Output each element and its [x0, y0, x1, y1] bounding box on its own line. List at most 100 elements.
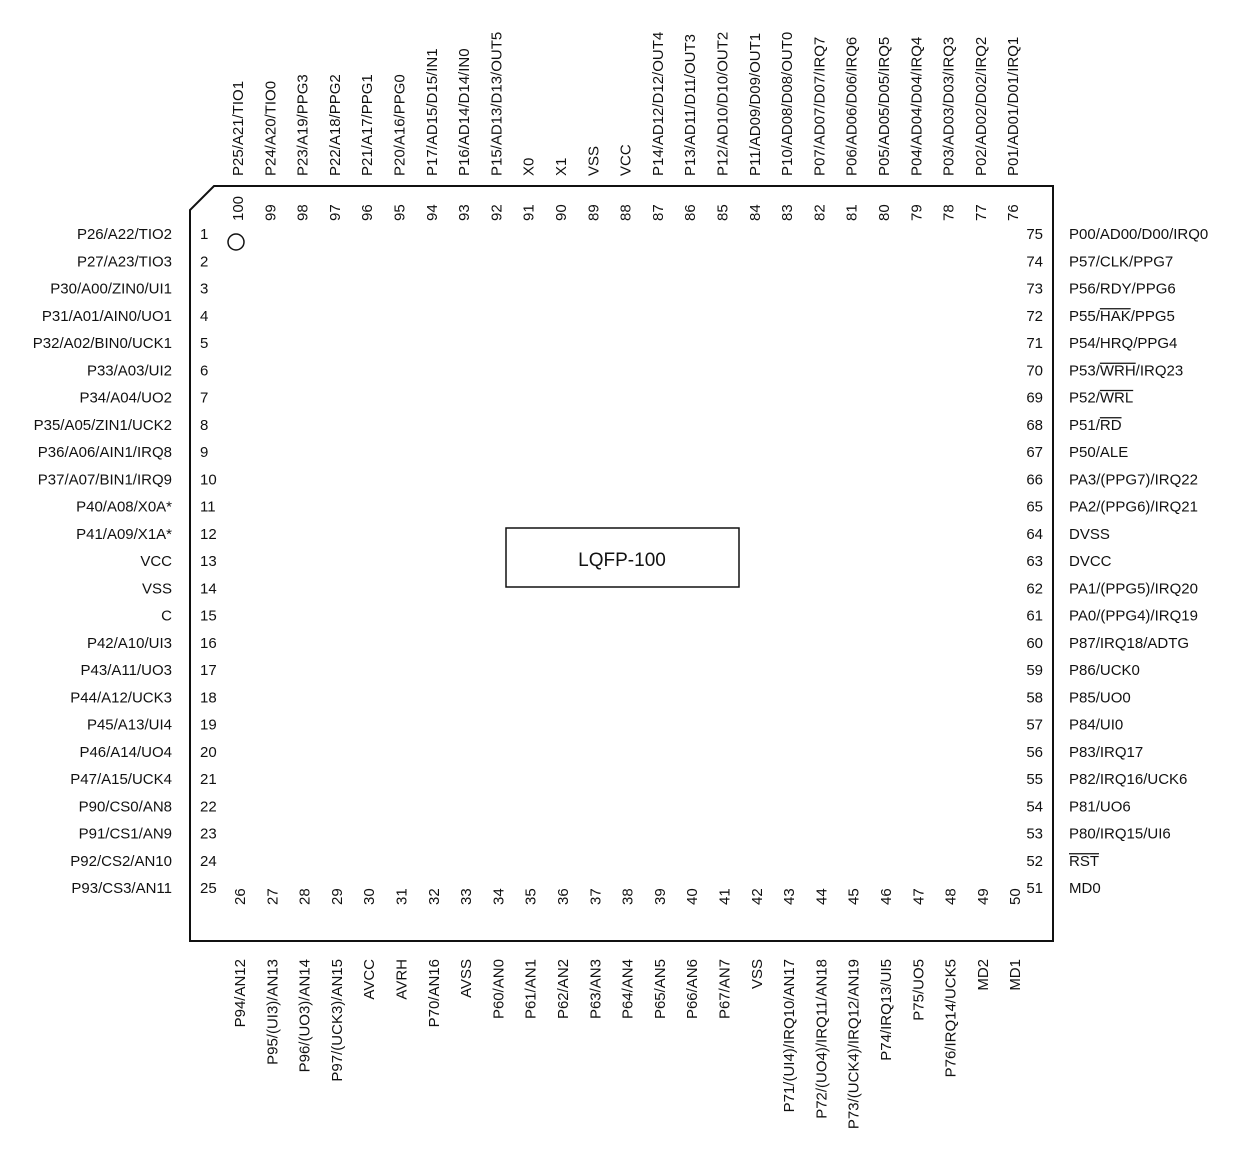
pin-number: 91	[521, 204, 538, 221]
pin-label: MD2	[975, 959, 992, 991]
pin-label: X0	[521, 158, 538, 176]
pin-label: P84/UI0	[1069, 717, 1123, 734]
pin-number: 74	[1026, 253, 1043, 270]
pin-number: 24	[200, 853, 217, 870]
pin-label: P06/AD06/D06/IRQ6	[844, 37, 861, 176]
pin-number: 77	[973, 204, 990, 221]
pin-label: VSS	[585, 146, 602, 176]
pin-number: 14	[200, 580, 217, 597]
pin-label: P12/AD10/D10/OUT2	[715, 32, 732, 176]
pin-number: 49	[975, 888, 992, 905]
pin-label: VSS	[142, 580, 172, 597]
pin-label: P13/AD11/D11/OUT3	[682, 34, 699, 176]
pin-label: P34/A04/UO2	[79, 390, 172, 407]
pin-label: P32/A02/BIN0/UCK1	[33, 335, 172, 352]
pin-number: 97	[327, 204, 344, 221]
pin-label: P00/AD00/D00/IRQ0	[1069, 226, 1208, 243]
pin-number: 10	[200, 471, 217, 488]
pin-label: MD1	[1007, 959, 1024, 991]
pin-number: 31	[394, 888, 411, 905]
pin-label: P53/WRH/IRQ23	[1069, 362, 1183, 379]
pin-label: P03/AD03/D03/IRQ3	[941, 37, 958, 176]
pin-number: 53	[1026, 826, 1043, 843]
pin-label: P75/UO5	[910, 959, 927, 1021]
pin-number: 22	[200, 798, 217, 815]
pin-number: 25	[200, 880, 217, 897]
pin-number: 83	[779, 204, 796, 221]
pin-label: PA1/(PPG5)/IRQ20	[1069, 580, 1198, 597]
pin-label: P54/HRQ/PPG4	[1069, 335, 1177, 352]
pin-number: 48	[943, 888, 960, 905]
pin-label: VCC	[140, 553, 172, 570]
pin-label: P23/A19/PPG3	[295, 74, 312, 176]
pin-label: P97/(UCK3)/AN15	[329, 959, 346, 1082]
pin-number: 44	[813, 888, 830, 905]
pin-number: 41	[717, 888, 734, 905]
pin-number: 92	[488, 204, 505, 221]
pin-label: P56/RDY/PPG6	[1069, 281, 1176, 298]
pin-label: P43/A11/UO3	[81, 662, 172, 679]
pin-label: AVRH	[394, 959, 411, 1000]
pin-label: P46/A14/UO4	[79, 744, 172, 761]
pin-label: P82/IRQ16/UCK6	[1069, 771, 1187, 788]
pin-number: 66	[1026, 471, 1043, 488]
pin-number: 94	[424, 204, 441, 221]
pin-number: 39	[652, 888, 669, 905]
pin-number: 63	[1026, 553, 1043, 570]
pin-label: PA0/(PPG4)/IRQ19	[1069, 608, 1198, 625]
pin-number: 55	[1026, 771, 1043, 788]
pin-number: 100	[230, 196, 247, 221]
pin-label: MD0	[1069, 880, 1101, 897]
pin-label: VCC	[618, 144, 635, 176]
pin-label: P76/IRQ14/UCK5	[943, 959, 960, 1077]
pin-number: 9	[200, 444, 208, 461]
pin-label: DVCC	[1069, 553, 1112, 570]
pin-number: 59	[1026, 662, 1043, 679]
pin-label: P72/(UO4)/IRQ11/AN18	[813, 959, 830, 1119]
pin-number: 80	[876, 204, 893, 221]
pin-number: 42	[749, 888, 766, 905]
pin-number: 98	[295, 204, 312, 221]
pin-label: P73/(UCK4)/IRQ12/AN19	[846, 959, 863, 1129]
pin-label: P25/A21/TIO1	[230, 81, 247, 176]
pin-number: 95	[392, 204, 409, 221]
pin-label: P36/A06/AIN1/IRQ8	[38, 444, 172, 461]
pin-number: 8	[200, 417, 208, 434]
pin-label: P94/AN12	[232, 959, 249, 1027]
pin-number: 7	[200, 390, 208, 407]
pin-number: 21	[200, 771, 217, 788]
pin-number: 11	[200, 499, 216, 516]
pin-number: 36	[555, 888, 572, 905]
pin-label: AVCC	[361, 959, 378, 1000]
pin-number: 84	[747, 204, 764, 221]
pin-label: P15/AD13/D13/OUT5	[488, 32, 505, 176]
pin-label: P20/A16/PPG0	[392, 74, 409, 176]
pin-label: P87/IRQ18/ADTG	[1069, 635, 1189, 652]
pin-number: 12	[200, 526, 217, 543]
pin-label: RST	[1069, 853, 1099, 870]
pin-label: P40/A08/X0A*	[76, 499, 172, 516]
pin-number: 52	[1026, 853, 1043, 870]
pin-label: P45/A13/UI4	[87, 717, 172, 734]
pin-number: 23	[200, 826, 217, 843]
pin-number: 43	[781, 888, 798, 905]
pin-number: 65	[1026, 499, 1043, 516]
pin-number: 86	[682, 204, 699, 221]
pin-number: 54	[1026, 798, 1043, 815]
pin-number: 46	[878, 888, 895, 905]
pin-label: P51/RD	[1069, 417, 1122, 434]
pin-label: P91/CS1/AN9	[79, 826, 172, 843]
pin-number: 93	[456, 204, 473, 221]
pin-label: P81/UO6	[1069, 798, 1131, 815]
pin-label: P90/CS0/AN8	[79, 798, 172, 815]
pin-number: 89	[585, 204, 602, 221]
pin-label: P60/AN0	[490, 959, 507, 1019]
pin-number: 56	[1026, 744, 1043, 761]
pin-label: PA3/(PPG7)/IRQ22	[1069, 471, 1198, 488]
pin-label: P55/HAK/PPG5	[1069, 308, 1175, 325]
pin-number: 4	[200, 308, 208, 325]
chip-body-outline	[189, 185, 1054, 942]
pin-number: 27	[264, 888, 281, 905]
pin-label: P05/AD05/D05/IRQ5	[876, 37, 893, 176]
